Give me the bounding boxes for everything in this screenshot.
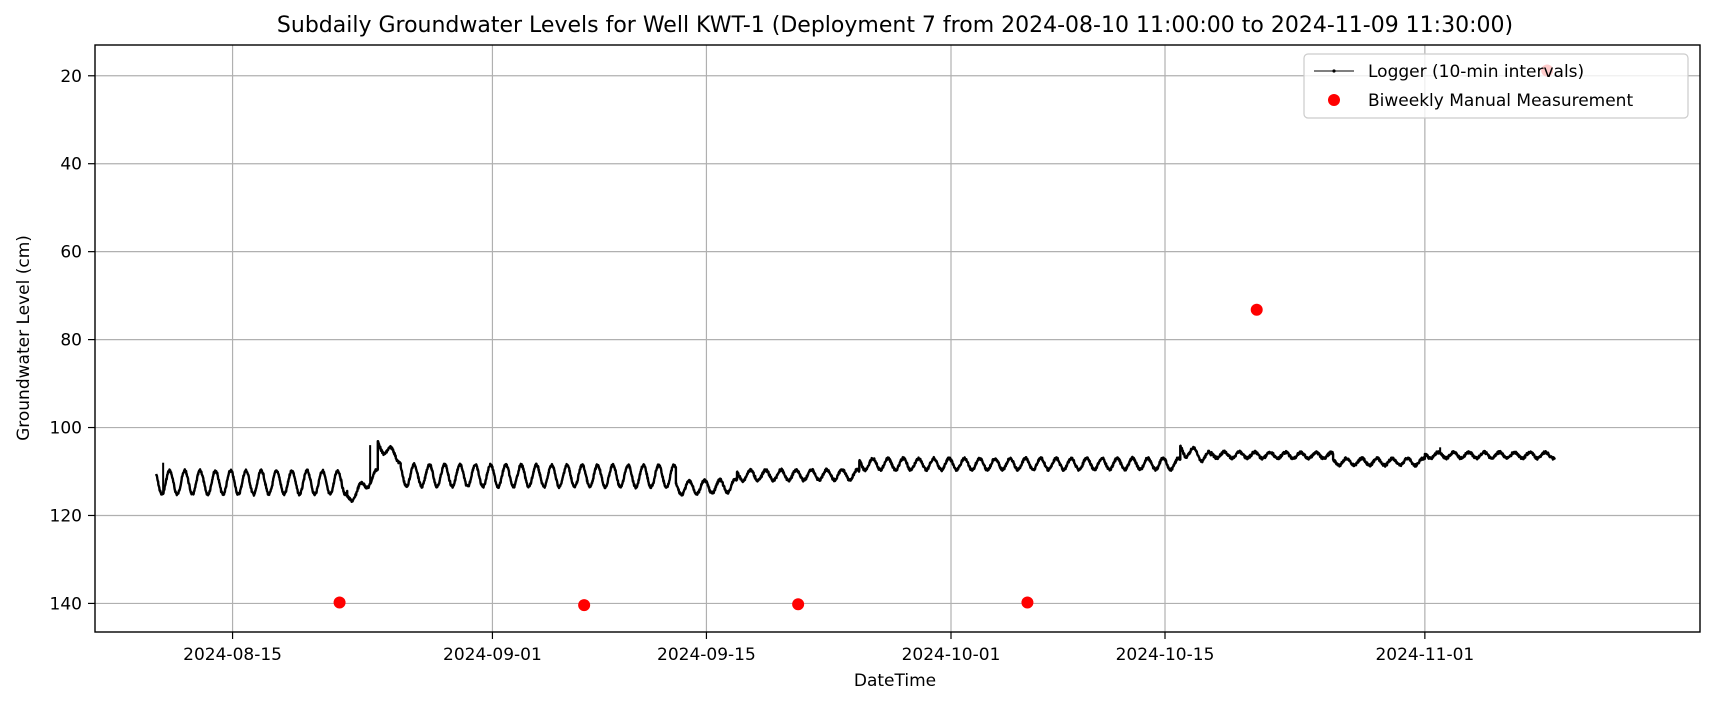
legend-label-manual: Biweekly Manual Measurement	[1368, 91, 1633, 111]
y-tick-label: 20	[60, 67, 82, 87]
y-tick-label: 140	[50, 594, 82, 614]
y-tick-label: 120	[50, 506, 82, 526]
logger-series	[154, 440, 1556, 503]
x-tick-label: 2024-08-15	[183, 645, 282, 665]
x-axis-label: DateTime	[854, 671, 936, 691]
manual-measurement-series	[333, 64, 1554, 612]
y-axis-label: Groundwater Level (cm)	[14, 235, 34, 441]
y-tick-label: 100	[50, 419, 82, 439]
y-tick-label: 60	[60, 243, 82, 263]
legend-box	[1303, 53, 1689, 119]
manual-measurement-point	[333, 596, 346, 609]
x-tick-label: 2024-10-01	[902, 645, 1001, 665]
legend-label-logger: Logger (10-min intervals)	[1368, 62, 1584, 82]
grid	[95, 45, 1700, 632]
axes: 2024-08-15 2024-09-01 2024-09-15 2024-10-01…	[50, 44, 1701, 665]
legend-line-marker	[1332, 69, 1336, 73]
y-tick-label: 40	[60, 155, 82, 175]
manual-measurement-point	[1021, 596, 1034, 609]
x-tick-label: 2024-11-01	[1375, 645, 1474, 665]
legend: Logger (10-min intervals) Biweekly Manual…	[1303, 53, 1689, 119]
plot-frame	[94, 44, 1701, 633]
manual-measurement-point	[578, 599, 591, 612]
manual-measurement-point	[792, 598, 805, 611]
y-tick-label: 80	[60, 331, 82, 351]
x-tick-label: 2024-09-01	[443, 645, 542, 665]
legend-marker-manual	[1328, 94, 1340, 106]
x-tick-label: 2024-09-15	[657, 645, 756, 665]
logger-line	[154, 440, 1556, 503]
chart-title: Subdaily Groundwater Levels for Well KWT…	[277, 13, 1513, 38]
manual-measurement-point	[1250, 303, 1263, 316]
x-tick-label: 2024-10-15	[1116, 645, 1215, 665]
